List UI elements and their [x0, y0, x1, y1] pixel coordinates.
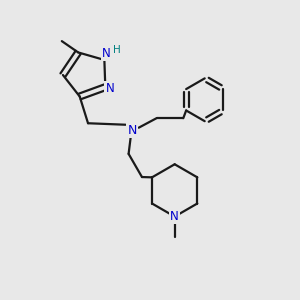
Text: H: H	[113, 45, 121, 56]
Text: N: N	[128, 124, 137, 137]
Text: N: N	[170, 210, 179, 223]
Text: N: N	[105, 82, 114, 95]
Text: N: N	[102, 47, 111, 60]
